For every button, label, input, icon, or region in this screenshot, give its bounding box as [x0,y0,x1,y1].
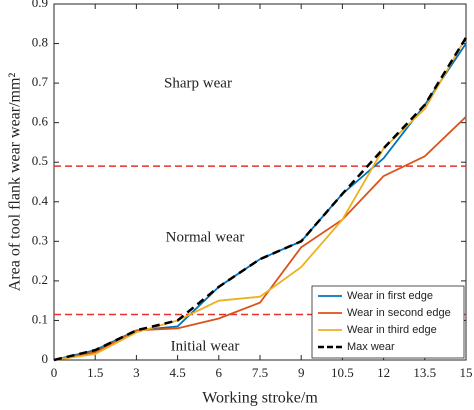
y-tick-label: 0.6 [32,114,49,129]
x-tick-label: 4.5 [169,365,185,380]
y-tick-label: 0.2 [32,272,48,287]
series-line [53,36,468,362]
y-tick-label: 0.9 [32,0,48,10]
y-tick-label: 0.8 [32,35,48,50]
x-tick-label: 15 [460,365,473,380]
x-axis-label: Working stroke/m [202,390,318,407]
y-tick-label: 0 [42,351,49,366]
y-axis-label: Area of tool flank wear wear/mm² [7,73,24,292]
legend-label: Wear in second edge [347,307,451,319]
legend-label: Wear in first edge [347,290,433,302]
x-tick-label: 7.5 [252,365,268,380]
x-tick-label: 9 [298,365,305,380]
legend-label: Max wear [347,341,395,353]
y-tick-label: 0.5 [32,153,48,168]
annotation: Normal wear [166,229,245,245]
y-tick-label: 0.7 [32,74,49,89]
x-tick-label: 0 [51,365,58,380]
x-tick-label: 12 [377,365,390,380]
x-tick-label: 3 [133,365,140,380]
legend-label: Wear in third edge [347,324,437,336]
x-tick-label: 6 [216,365,223,380]
y-tick-label: 0.1 [32,311,48,326]
annotation: Sharp wear [164,75,232,91]
x-tick-label: 10.5 [331,365,354,380]
y-tick-label: 0.3 [32,232,48,247]
annotation: Initial wear [171,338,240,354]
x-tick-label: 1.5 [87,365,103,380]
x-tick-label: 13.5 [413,365,436,380]
y-tick-label: 0.4 [32,193,49,208]
